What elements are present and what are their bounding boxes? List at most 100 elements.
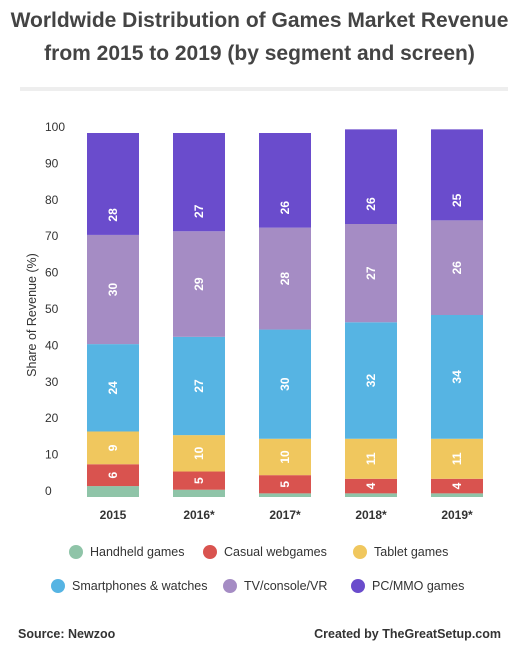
- legend-item: Tablet games: [353, 545, 448, 559]
- data-label: 10: [192, 446, 206, 460]
- y-tick-label: 70: [45, 229, 59, 243]
- legend-item: TV/console/VR: [223, 579, 327, 593]
- y-tick-label: 40: [45, 338, 59, 352]
- bar-segment: [259, 329, 311, 439]
- data-label: 6: [106, 472, 120, 479]
- chart-title: Worldwide Distribution of Games Market R…: [0, 4, 519, 70]
- legend-swatch: [351, 579, 365, 593]
- y-tick-label: 90: [45, 156, 59, 170]
- y-tick-label: 30: [45, 375, 59, 389]
- bar-segment: [345, 322, 397, 439]
- bar-segment: [345, 478, 397, 494]
- bar-segment: [87, 431, 139, 465]
- bar-segment: [431, 220, 483, 315]
- bar-segment: [259, 475, 311, 494]
- data-label: 24: [106, 381, 120, 395]
- x-tick-label: 2019*: [441, 508, 473, 522]
- data-label: 27: [192, 379, 206, 393]
- bar-segment: [87, 486, 139, 497]
- legend-item: Casual webgames: [203, 545, 327, 559]
- y-tick-label: 100: [45, 120, 65, 134]
- legend-item: Handheld games: [69, 545, 185, 559]
- stacked-bar-chart: 0 10 20 30 40 50 60 70 80 90 100 Share of Revenue (…: [25, 120, 483, 593]
- bar-segment: [431, 129, 483, 221]
- bar-segment: [87, 133, 139, 235]
- y-tick-label: 0: [45, 484, 52, 498]
- bar-segment: [345, 129, 397, 224]
- data-label: 26: [278, 201, 292, 215]
- legend-label: Smartphones & watches: [72, 579, 208, 593]
- data-label: 28: [278, 272, 292, 286]
- data-label: 25: [450, 193, 464, 207]
- y-tick-label: 20: [45, 411, 59, 425]
- legend-label: Handheld games: [90, 545, 185, 559]
- data-label: 32: [364, 374, 378, 388]
- bar-segment: [173, 231, 225, 337]
- bar-segment: [431, 315, 483, 439]
- x-tick-label: 2018*: [355, 508, 387, 522]
- bar-segment: [259, 493, 311, 497]
- data-label: 5: [278, 481, 292, 488]
- y-tick-label: 10: [45, 448, 59, 462]
- bar-segment: [173, 489, 225, 497]
- bar-segment: [87, 234, 139, 345]
- data-label: 26: [364, 197, 378, 211]
- data-label: 11: [450, 452, 464, 465]
- legend-item: Smartphones & watches: [51, 579, 208, 593]
- bar-segment: [173, 336, 225, 436]
- data-label: 10: [278, 450, 292, 464]
- data-label: 5: [192, 477, 206, 484]
- bar-segment: [87, 464, 139, 487]
- data-label: 29: [192, 277, 206, 291]
- legend-swatch: [353, 545, 367, 559]
- y-tick-label: 80: [45, 193, 59, 207]
- x-tick-label: 2015: [100, 508, 127, 522]
- data-label: 27: [192, 204, 206, 218]
- legend-swatch: [69, 545, 83, 559]
- bar-segment: [87, 344, 139, 432]
- x-tick-label: 2016*: [183, 508, 215, 522]
- y-tick-label: 60: [45, 266, 59, 280]
- bar-segment: [345, 224, 397, 323]
- legend-label: Casual webgames: [224, 545, 327, 559]
- bar-segment: [259, 438, 311, 476]
- bar-segment: [259, 133, 311, 228]
- data-label: 28: [106, 208, 120, 222]
- y-axis-title: Share of Revenue (%): [25, 253, 39, 377]
- bar-segment: [173, 133, 225, 232]
- data-label: 9: [106, 444, 120, 451]
- bars: 6 9 24 30 28 2015 5 10 27 29 27 2016* 5 10 30 28 26 2017*…: [87, 129, 483, 522]
- bar-segment: [431, 438, 483, 479]
- legend-item: PC/MMO games: [351, 579, 464, 593]
- bar-segment: [431, 493, 483, 497]
- footer-credit: Created by TheGreatSetup.com: [314, 627, 501, 641]
- bar-segment: [431, 478, 483, 494]
- bar-segment: [173, 435, 225, 472]
- legend-label: PC/MMO games: [372, 579, 464, 593]
- x-tick-label: 2017*: [269, 508, 301, 522]
- footer-source: Source: Newzoo: [18, 627, 116, 641]
- legend-swatch: [223, 579, 237, 593]
- legend: Handheld games Casual webgames Tablet game…: [51, 545, 464, 593]
- data-label: 30: [278, 377, 292, 391]
- chart-title-line-1: Worldwide Distribution of Games Market R…: [10, 9, 509, 32]
- legend-swatch: [51, 579, 65, 593]
- legend-label: TV/console/VR: [244, 579, 327, 593]
- legend-label: Tablet games: [374, 545, 448, 559]
- legend-swatch: [203, 545, 217, 559]
- data-label: 27: [364, 266, 378, 280]
- y-tick-label: 50: [45, 302, 59, 316]
- bar-segment: [345, 438, 397, 479]
- data-label: 30: [106, 283, 120, 297]
- data-label: 26: [450, 261, 464, 275]
- data-label: 11: [364, 452, 378, 465]
- y-axis: 0 10 20 30 40 50 60 70 80 90 100 Share of Revenue (…: [25, 120, 65, 498]
- bar-segment: [173, 471, 225, 490]
- data-label: 4: [450, 482, 464, 489]
- bar-segment: [345, 493, 397, 497]
- bar-segment: [259, 227, 311, 330]
- chart-title-line-2: from 2015 to 2019 (by segment and screen…: [44, 42, 475, 65]
- title-divider: [20, 87, 508, 91]
- data-label: 4: [364, 482, 378, 489]
- data-label: 34: [450, 370, 464, 384]
